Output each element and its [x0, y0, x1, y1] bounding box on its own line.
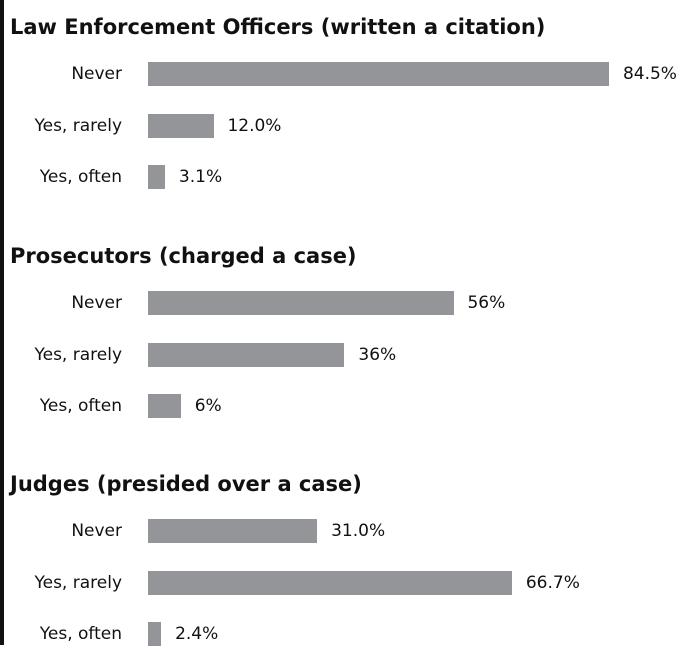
value-label: 2.4% — [175, 624, 219, 644]
value-label: 12.0% — [227, 115, 282, 136]
category-label: Yes, often — [39, 396, 122, 416]
bar — [148, 113, 214, 138]
left-rule — [0, 0, 4, 645]
bar-row: Yes, often 3.1% — [0, 164, 684, 190]
bar — [148, 165, 165, 189]
bar — [148, 62, 609, 86]
bar-row: Never 31.0% — [0, 518, 684, 544]
bar — [148, 519, 318, 543]
bar-row: Yes, often 6% — [0, 393, 684, 419]
bar — [148, 394, 181, 418]
value-label: 84.5% — [622, 64, 677, 84]
chart-panel-3: Judges (presided over a case) Never 31.0% Y… — [0, 471, 684, 646]
bar-row: Yes, rarely 36% — [0, 342, 684, 368]
bar-row: Yes, often 2.4% — [0, 621, 684, 647]
value-label: 66.7% — [525, 572, 580, 593]
bar-row: Never 56% — [0, 290, 684, 316]
category-label: Yes, often — [39, 167, 122, 187]
bar-row: Yes, rarely 12.0% — [0, 113, 684, 139]
panel-title: Law Enforcement Officers (written a cita… — [10, 15, 546, 39]
value-label: 56% — [467, 293, 506, 313]
category-label: Never — [71, 521, 122, 541]
bar — [148, 342, 345, 367]
bar-row: Never 84.5% — [0, 61, 684, 87]
category-label: Yes, rarely — [34, 115, 122, 136]
panel-title: Judges (presided over a case) — [10, 472, 362, 496]
category-label: Yes, rarely — [34, 572, 122, 593]
category-label: Yes, often — [39, 624, 122, 644]
value-label: 3.1% — [178, 167, 223, 187]
chart-panel-2: Prosecutors (charged a case) Never 56% Yes,… — [0, 243, 684, 418]
bar — [148, 570, 512, 595]
bar — [148, 291, 454, 315]
category-label: Never — [71, 293, 122, 313]
bar-row: Yes, rarely 66.7% — [0, 570, 684, 596]
value-label: 31.0% — [331, 521, 386, 541]
chart-panel-1: Law Enforcement Officers (written a cita… — [0, 14, 684, 189]
value-label: 36% — [358, 344, 397, 365]
category-label: Yes, rarely — [34, 344, 122, 365]
panel-title: Prosecutors (charged a case) — [10, 244, 357, 268]
value-label: 6% — [194, 396, 222, 416]
category-label: Never — [71, 64, 122, 84]
bar — [148, 622, 162, 646]
